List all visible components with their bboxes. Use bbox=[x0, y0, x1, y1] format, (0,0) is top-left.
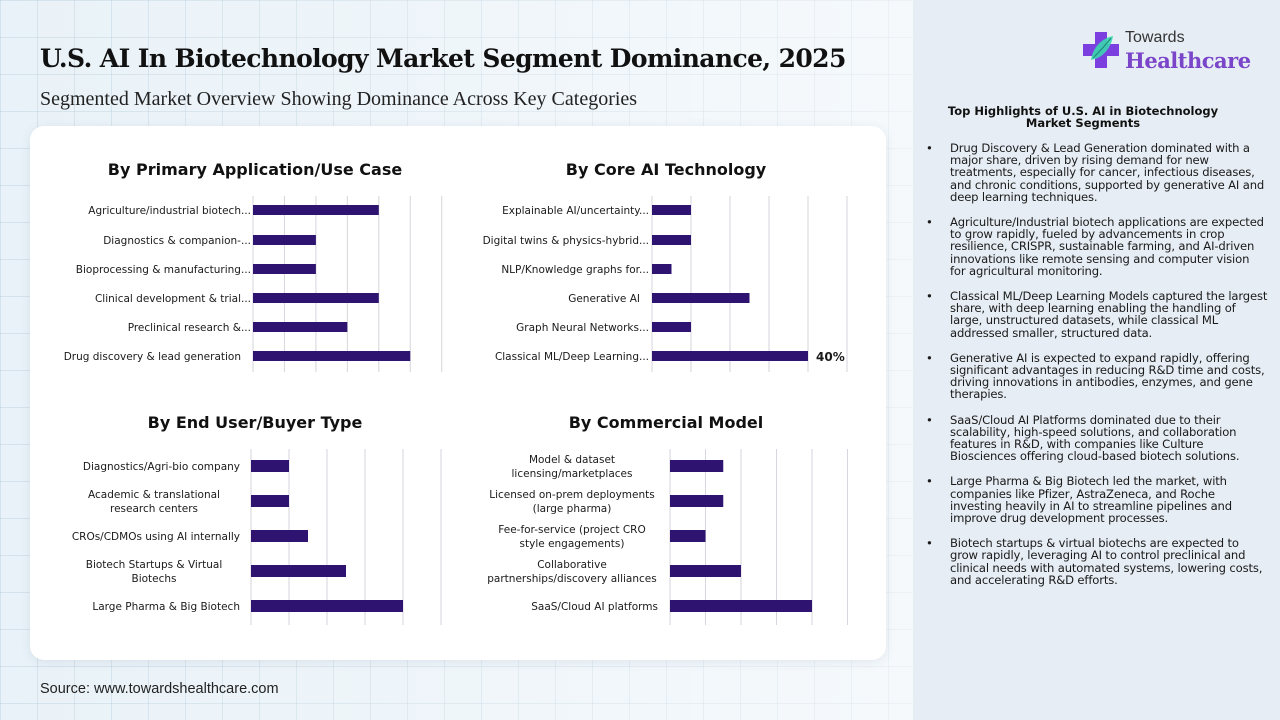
bar[interactable] bbox=[652, 293, 750, 303]
highlights-title: Top Highlights of U.S. AI in Biotechnolo… bbox=[947, 104, 1219, 130]
highlight-item: • Drug Discovery & Lead Generation domina… bbox=[923, 142, 1268, 203]
bar[interactable] bbox=[670, 600, 812, 612]
category-label: Digital twins & physics-hybrid... bbox=[483, 235, 649, 247]
category-label: Generative AI bbox=[568, 293, 640, 305]
chart-title: By Core AI Technology bbox=[566, 160, 767, 179]
bullet-icon: • bbox=[926, 412, 933, 427]
category-label: Model & dataset bbox=[529, 454, 615, 466]
bar[interactable] bbox=[251, 565, 346, 577]
bar-chart-4: By Commercial Model Model & dataset licens… bbox=[487, 413, 848, 625]
charts-canvas: By Primary Application/Use Case Agricultu… bbox=[64, 160, 848, 625]
category-label: Agriculture/industrial biotech... bbox=[88, 205, 251, 217]
charts-card bbox=[30, 126, 886, 660]
chart-title: By End User/Buyer Type bbox=[148, 413, 363, 432]
highlight-text: Classical ML/Deep Learning Models captur… bbox=[950, 289, 1268, 340]
category-label: CROs/CDMOs using AI internally bbox=[72, 531, 240, 543]
highlight-text: Biotech startups & virtual biotechs are … bbox=[950, 536, 1263, 587]
bullet-icon: • bbox=[926, 141, 933, 155]
category-label: partnerships/discovery alliances bbox=[487, 573, 656, 585]
bullet-icon: • bbox=[926, 474, 933, 489]
bar[interactable] bbox=[253, 205, 379, 215]
bar-chart-2: By Core AI Technology Explainable AI/unce… bbox=[483, 160, 848, 372]
highlight-item: • Biotech startups & virtual biotechs are… bbox=[923, 537, 1268, 586]
highlight-text: Generative AI is expected to expand rapi… bbox=[950, 350, 1265, 402]
bar[interactable] bbox=[670, 530, 706, 542]
category-label: Clinical development & trial... bbox=[95, 293, 251, 305]
bar[interactable] bbox=[652, 351, 808, 361]
highlights-panel: Towards Healthcare Top Highlights of U.S… bbox=[913, 0, 1280, 720]
category-label: Licensed on-prem deployments bbox=[489, 489, 655, 501]
bar[interactable] bbox=[251, 600, 403, 612]
category-label: Preclinical research &... bbox=[128, 322, 251, 334]
bullet-icon: • bbox=[926, 350, 933, 365]
bar[interactable] bbox=[253, 351, 411, 361]
category-label: (large pharma) bbox=[533, 503, 612, 515]
highlight-text: Large Pharma & Big Biotech led the marke… bbox=[950, 474, 1232, 526]
category-label: Classical ML/Deep Learning... bbox=[495, 351, 649, 363]
category-label: research centers bbox=[110, 503, 198, 515]
highlight-item: • Large Pharma & Big Biotech led the mark… bbox=[923, 475, 1268, 524]
bar[interactable] bbox=[670, 495, 724, 507]
bar-chart-1: By Primary Application/Use Case Agricultu… bbox=[64, 160, 443, 372]
bar[interactable] bbox=[670, 460, 724, 472]
category-label: Biotechs bbox=[131, 573, 176, 585]
highlight-item: • Generative AI is expected to expand rap… bbox=[923, 352, 1268, 401]
page-subtitle: Segmented Market Overview Showing Domina… bbox=[40, 88, 638, 110]
bar[interactable] bbox=[652, 264, 672, 274]
bar[interactable] bbox=[670, 565, 741, 577]
highlight-item: • Agriculture/Industrial biotech applicat… bbox=[923, 216, 1268, 277]
bar[interactable] bbox=[253, 293, 379, 303]
bar[interactable] bbox=[251, 495, 289, 507]
brand-line-1: Towards bbox=[1125, 29, 1185, 46]
bullet-icon: • bbox=[926, 215, 933, 230]
highlight-item: • Classical ML/Deep Learning Models captu… bbox=[923, 290, 1268, 339]
bar[interactable] bbox=[253, 235, 316, 245]
category-label: Collaborative bbox=[537, 559, 607, 571]
category-label: style engagements) bbox=[520, 538, 625, 550]
category-label: Explainable AI/uncertainty... bbox=[502, 205, 649, 217]
highlight-item: • SaaS/Cloud AI Platforms dominated due t… bbox=[923, 412, 1268, 464]
bar[interactable] bbox=[253, 322, 348, 332]
category-label: Drug discovery & lead generation bbox=[64, 351, 241, 363]
chart-title: By Commercial Model bbox=[569, 413, 764, 432]
page-title: U.S. AI In Biotechnology Market Segment … bbox=[40, 44, 846, 73]
highlight-text: SaaS/Cloud AI Platforms dominated due to… bbox=[950, 412, 1240, 464]
bar[interactable] bbox=[251, 530, 308, 542]
bar[interactable] bbox=[652, 322, 691, 332]
category-label: Fee-for-service (project CRO bbox=[498, 524, 645, 536]
category-label: Diagnostics/Agri-bio company bbox=[83, 461, 240, 473]
source-note: Source: www.towardshealthcare.com bbox=[40, 681, 279, 697]
category-label: Biotech Startups & Virtual bbox=[86, 559, 223, 571]
bar[interactable] bbox=[253, 264, 316, 274]
category-label: Academic & translational bbox=[88, 489, 220, 501]
category-label: licensing/marketplaces bbox=[512, 468, 633, 480]
bar[interactable] bbox=[251, 460, 289, 472]
brand-line-2: Healthcare bbox=[1125, 48, 1251, 73]
main-panel: U.S. AI In Biotechnology Market Segment … bbox=[30, 44, 886, 697]
data-label: 40% bbox=[816, 350, 845, 364]
highlights-list: • Drug Discovery & Lead Generation domina… bbox=[923, 142, 1268, 599]
brand-logo[interactable]: Towards Healthcare bbox=[1081, 26, 1271, 76]
category-label: Diagnostics & companion-... bbox=[103, 235, 251, 247]
category-label: Graph Neural Networks... bbox=[516, 322, 649, 334]
bullet-icon: • bbox=[926, 289, 933, 304]
highlight-text: Drug Discovery & Lead Generation dominat… bbox=[950, 141, 1265, 204]
medical-cross-leaf-icon bbox=[1083, 32, 1119, 68]
bar-chart-3: By End User/Buyer Type Diagnostics/Agri-b… bbox=[72, 413, 442, 625]
category-label: Large Pharma & Big Biotech bbox=[92, 601, 240, 613]
chart-title: By Primary Application/Use Case bbox=[108, 160, 403, 179]
bullet-icon: • bbox=[926, 536, 933, 551]
bar[interactable] bbox=[652, 235, 691, 245]
category-label: NLP/Knowledge graphs for... bbox=[501, 264, 649, 276]
category-label: SaaS/Cloud AI platforms bbox=[531, 601, 658, 613]
highlight-text: Agriculture/Industrial biotech applicati… bbox=[950, 215, 1264, 278]
category-label: Bioprocessing & manufacturing... bbox=[76, 264, 251, 276]
bar[interactable] bbox=[652, 205, 691, 215]
